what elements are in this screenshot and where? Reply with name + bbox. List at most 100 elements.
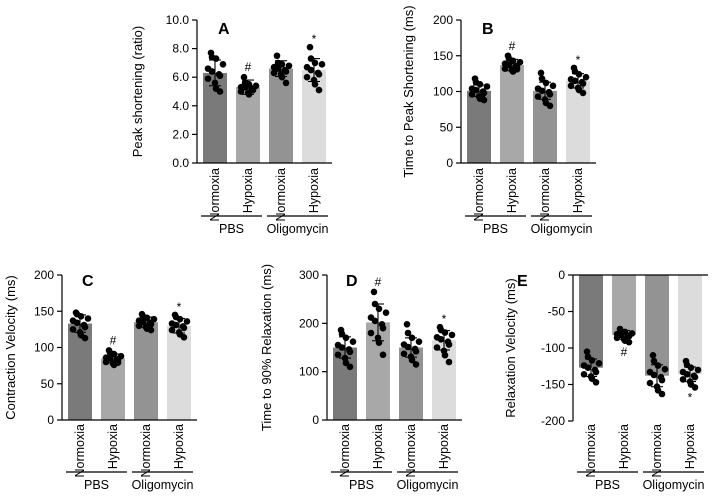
data-point [687,364,695,372]
y-tick-label: 100 [433,85,453,99]
y-tick-label: 150 [34,304,54,318]
star-annotation: * [442,312,447,326]
data-point [303,73,311,81]
hash-annotation: # [110,333,117,347]
panel-label: A [218,21,230,38]
data-point [650,357,658,365]
y-tick-label: 8.0 [172,42,189,56]
data-point [472,86,480,94]
category-label: Hypoxia [172,424,186,469]
data-point [537,69,545,77]
data-point [509,57,517,65]
y-tick-label: 100 [34,341,54,355]
data-point [73,319,81,327]
data-point [216,72,224,80]
bar-b-2 [500,65,524,163]
data-point [342,334,350,342]
data-point [400,350,408,358]
data-point [273,52,281,60]
data-point [408,334,416,342]
data-point [538,75,546,82]
y-axis-title: Time to 90% Relaxation (ms) [259,264,274,431]
y-tick-label: 0.0 [172,156,189,170]
data-point [542,79,550,87]
panel-label: E [517,273,528,290]
data-point [404,343,412,351]
y-tick-label: 0 [312,413,319,427]
y-tick-label: 2.0 [172,127,189,141]
y-axis-title: Time to Peak Shortening (ms) [401,5,416,177]
bar-a-3 [269,68,293,163]
data-point [143,314,151,322]
data-point [311,81,319,88]
data-point [654,362,662,369]
group-label: PBS [595,478,620,492]
data-point [212,55,220,62]
y-tick-label: 50 [41,377,55,391]
data-point [176,315,184,323]
y-tick-label: 0 [47,413,54,427]
data-point [476,81,484,88]
category-label: Hypoxia [617,424,631,469]
data-point [346,348,354,356]
data-point [278,61,286,68]
bar-c-3 [134,322,158,420]
data-point [346,363,354,371]
category-label: Hypoxia [437,424,451,469]
data-point [408,356,416,364]
data-point [595,360,603,367]
category-label: Hypoxia [106,424,120,469]
data-point [592,379,600,386]
data-point [135,322,143,330]
data-point [538,87,546,95]
category-label: Hypoxia [241,168,255,213]
y-axis-title: Relaxation Velocity (ms) [503,278,518,417]
data-point [285,62,293,70]
data-point [168,326,176,334]
bar-c-1 [68,323,92,420]
data-point [81,323,89,331]
data-point [278,73,286,81]
data-point [415,338,423,346]
data-point [483,83,491,90]
y-tick-label: 150 [433,49,453,63]
data-point [582,73,590,81]
data-point [579,80,587,87]
data-point [613,334,621,342]
data-point [649,352,657,359]
y-tick-label: 50 [440,120,454,134]
panel-e: # * 0 -50 -100 -150 -200 Relaxation Velocity (m… [503,268,708,492]
y-tick-label: 10.0 [166,13,190,27]
category-label: Hypoxia [307,168,321,213]
panel-c: # * 0 50 100 150 200 Contraction Velocity (ms) C… [3,268,197,492]
hash-annotation: # [621,345,628,359]
data-point [375,305,383,313]
y-axis-title: Peak shortening (ratio) [130,26,145,158]
hash-annotation: # [509,39,516,53]
data-point [245,91,253,98]
bar-c-4 [167,325,191,420]
data-point [237,88,245,95]
panel-label: B [482,21,494,38]
category-label: Normoxia [139,424,153,478]
data-point [180,324,188,332]
data-point [77,313,85,320]
panel-d: # * 0 100 200 300 Time to 90% Relaxation (ms) D… [259,264,462,492]
data-point [433,344,441,351]
data-point [315,71,323,78]
y-tick-label: -150 [541,378,565,392]
data-point [367,329,375,337]
data-point [114,359,122,367]
data-point [549,82,557,90]
data-point [370,288,378,296]
data-point [84,315,92,322]
data-point [204,75,212,82]
data-point [403,321,411,328]
y-tick-label: 200 [299,316,319,330]
data-point [588,357,596,364]
data-point [311,59,319,67]
y-tick-label: -200 [541,414,565,428]
data-point [216,88,224,95]
data-point [318,61,326,68]
